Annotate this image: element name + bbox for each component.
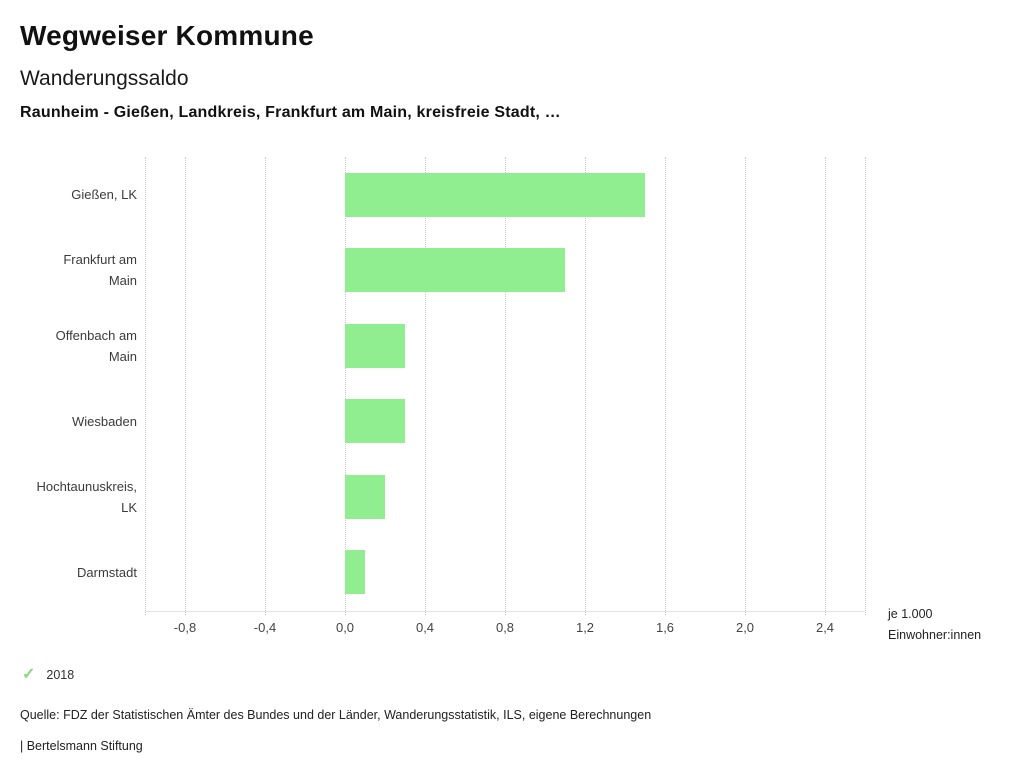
category-label-cell: Darmstadt [0,535,145,611]
x-axis-tick-label: -0,4 [253,620,277,635]
gridline [345,157,346,615]
chart-row: Darmstadt [0,535,865,611]
bar-chart: Gießen, LK Frankfurt am Main Offenbach am … [0,157,1024,657]
chart-row: Offenbach am Main [0,308,865,384]
x-axis-tick-label: 0,4 [415,620,435,635]
chart-rows: Gießen, LK Frankfurt am Main Offenbach am … [0,157,865,610]
chart-title: Wanderungssaldo [20,67,189,90]
category-label: Gießen, LK [71,187,137,203]
chart-row: Wiesbaden [0,384,865,460]
category-label-cell: Hochtaunuskreis, LK [0,459,145,535]
gridline [184,157,186,615]
axis-unit-label: je 1.000 Einwohner:innen [888,604,981,646]
x-axis-tick-label: 1,6 [655,620,675,635]
x-axis-tick-label: 2,4 [815,620,835,635]
gridline [145,157,146,615]
gridline [865,157,866,615]
gridline [585,157,586,615]
source-text: Quelle: FDZ der Statistischen Ämter des … [20,708,652,722]
category-label: Darmstadt [77,564,137,580]
gridline [665,157,666,615]
axis-unit-line-2: Einwohner:innen [888,628,982,642]
bar[interactable] [345,474,385,519]
chart-row: Hochtaunuskreis, LK [0,459,865,535]
bar-track [145,535,865,611]
gridline [825,157,826,615]
category-label: Wiesbaden [71,413,137,429]
branding-text: | Bertelsmann Stiftung [20,739,143,753]
category-label: Offenbach am Main [55,327,137,364]
x-axis-tick-label: 1,2 [575,620,595,635]
bar[interactable] [345,172,645,217]
x-axis: -0,8 -0,4 0,0 0,4 0,8 1,2 1,6 2,0 2,4 [145,620,865,640]
chart-row: Frankfurt am Main [0,233,865,309]
gridline [265,157,266,615]
category-label: Hochtaunuskreis, LK [36,478,137,515]
bar-track [145,459,865,535]
bar-track [145,384,865,460]
category-label-cell: Gießen, LK [0,157,145,233]
category-label-cell: Offenbach am Main [0,308,145,384]
x-axis-tick-label: 0,8 [495,620,515,635]
gridline [425,157,426,615]
gridline [745,157,746,615]
bar[interactable] [345,399,405,444]
axis-unit-line-1: je 1.000 [888,607,933,621]
x-axis-tick-label: 2,0 [735,620,755,635]
category-label-cell: Wiesbaden [0,384,145,460]
app-title: Wegweiser Kommune [20,20,314,51]
category-label-cell: Frankfurt am Main [0,233,145,309]
chart-description: Raunheim - Gießen, Landkreis, Frankfurt … [20,104,561,121]
chart-row: Gießen, LK [0,157,865,233]
bar[interactable] [345,248,565,293]
bar[interactable] [345,323,405,368]
check-icon: ✓ [22,666,36,683]
header: Wegweiser Kommune Wanderungssaldo Raunhe… [20,20,1004,122]
bar-track [145,157,865,233]
legend-item-2018[interactable]: ✓ 2018 [22,667,74,683]
bar-track [145,233,865,309]
bar-track [145,308,865,384]
plot-area [145,157,866,615]
x-axis-tick-label: -0,8 [173,620,197,635]
bar[interactable] [345,550,365,595]
gridline [505,157,506,615]
legend-year-label: 2018 [46,668,75,682]
category-label: Frankfurt am Main [63,252,137,289]
x-axis-tick-label: 0,0 [335,620,355,635]
